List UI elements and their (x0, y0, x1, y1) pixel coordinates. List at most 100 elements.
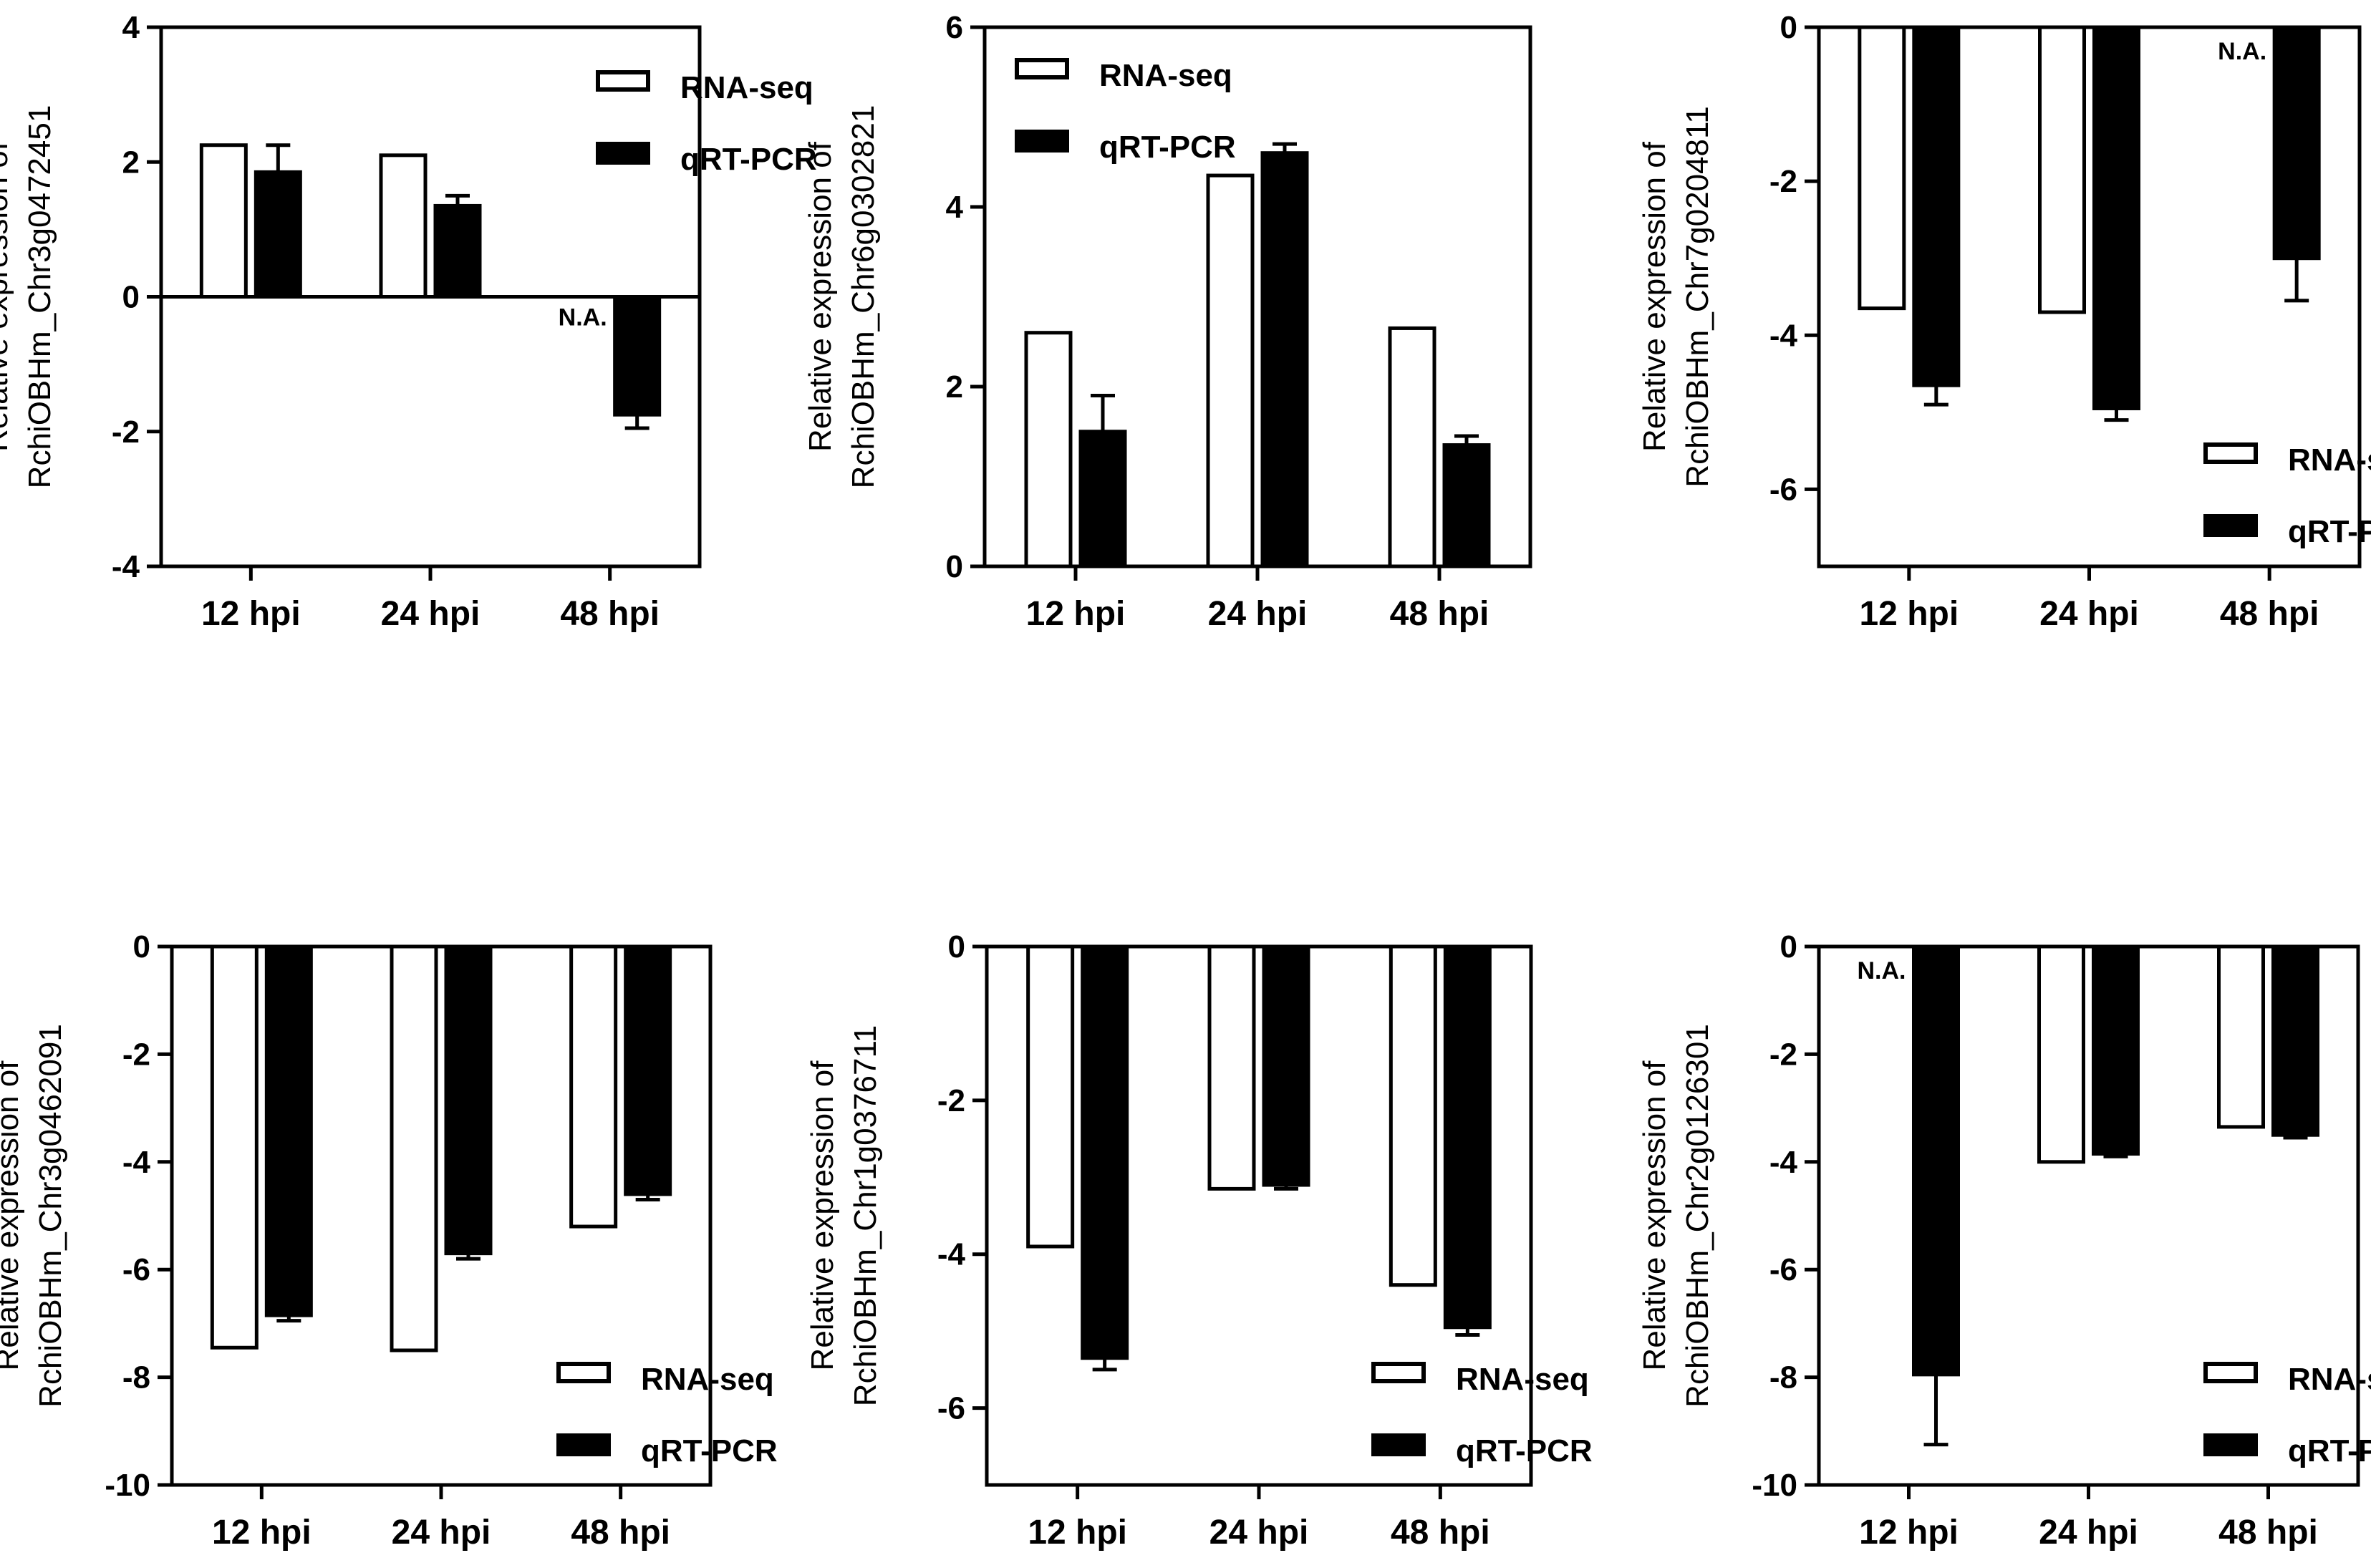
legend-swatch (556, 1433, 611, 1456)
chart-panel-6: -10 -8 -6 -4 -2 0 12 hpi 24 hpi 48 hpi N.A. RNA-se… (1637, 929, 2371, 1552)
y-axis-label: RchiOBHm_Chr7g0204811 (1680, 106, 1715, 487)
qrt-pcr-bar (613, 295, 662, 417)
rna-seq-bar (1026, 944, 1075, 1249)
y-tick-label: -2 (937, 1083, 965, 1118)
y-tick-label: -2 (1769, 164, 1797, 199)
y-axis-label: Relative expression of (803, 141, 838, 452)
y-tick-label: -2 (1769, 1037, 1797, 1072)
y-tick-label: -2 (112, 415, 140, 450)
y-tick-label: 6 (946, 10, 963, 45)
rna-seq-bar (1389, 944, 1437, 1287)
legend-swatch (1015, 58, 1069, 79)
rna-seq-bar (210, 944, 259, 1350)
y-tick-label: -10 (105, 1468, 150, 1503)
qrt-pcr-bar (433, 203, 482, 299)
x-category-label: 12 hpi (212, 1514, 312, 1552)
x-category-label: 48 hpi (1390, 595, 1489, 633)
x-category-label: 12 hpi (1859, 1514, 1959, 1552)
rna-seq-bar (1024, 331, 1073, 568)
rna-seq-bar (1207, 944, 1256, 1191)
qrt-pcr-bar (2272, 25, 2321, 261)
legend-label: qRT-PCR (1456, 1433, 1593, 1468)
y-axis-label: RchiOBHm_Chr3g0472451 (22, 105, 57, 489)
y-tick-label: -6 (122, 1252, 150, 1287)
y-tick-label: -4 (937, 1237, 966, 1272)
y-tick-label: -10 (1752, 1468, 1797, 1503)
chart-panel-2: 0 2 4 6 12 hpi 24 hpi 48 hpi RNA-seq qRT-PCR Rela… (803, 10, 1532, 633)
x-category-label: 24 hpi (392, 1514, 491, 1552)
x-category-label: 48 hpi (2220, 595, 2319, 633)
qrt-pcr-bar (1081, 944, 1129, 1360)
legend-label: qRT-PCR (641, 1433, 778, 1468)
legend-swatch (1015, 130, 1069, 153)
rna-seq-bar (569, 944, 618, 1229)
y-tick-label: -6 (1769, 472, 1797, 507)
y-tick-label: 0 (1780, 10, 1797, 45)
qrt-pcr-bar (444, 944, 493, 1256)
na-annotation: N.A. (2218, 38, 2266, 65)
y-axis-label: RchiOBHm_Chr6g0302821 (846, 105, 881, 489)
qrt-pcr-bar (1443, 944, 1492, 1330)
y-axis-label: Relative expression of (0, 1060, 25, 1371)
x-category-label: 24 hpi (2039, 1514, 2138, 1552)
x-category-label: 24 hpi (381, 595, 481, 633)
qrt-pcr-bar (264, 944, 313, 1317)
y-tick-label: -6 (937, 1391, 965, 1426)
qrt-pcr-bar (2092, 944, 2140, 1156)
legend-label: RNA-seq (2288, 1362, 2371, 1397)
y-tick-label: 0 (133, 929, 150, 964)
legend-swatch (2203, 1362, 2258, 1383)
y-tick-label: 0 (122, 280, 140, 315)
rna-seq-bar (199, 143, 248, 299)
y-axis-label: RchiOBHm_Chr2g0126301 (1680, 1024, 1715, 1408)
na-annotation: N.A. (559, 304, 607, 331)
y-axis-label: Relative expression of (0, 141, 14, 452)
rna-seq-bar (1206, 173, 1255, 568)
legend-swatch (596, 142, 650, 165)
rna-seq-bar (390, 944, 438, 1352)
legend-swatch (2203, 514, 2258, 537)
qrt-pcr-bar (2271, 944, 2319, 1137)
legend-label: RNA-seq (1456, 1362, 1589, 1397)
legend-label: RNA-seq (641, 1362, 774, 1397)
y-axis-label: RchiOBHm_Chr1g0376711 (848, 1025, 883, 1406)
y-tick-label: -6 (1769, 1252, 1797, 1287)
y-tick-label: 0 (948, 929, 965, 964)
y-axis-label: RchiOBHm_Chr3g0462091 (33, 1024, 68, 1408)
chart-panel-5: -6 -4 -2 0 12 hpi 24 hpi 48 hpi RNA-seq qRT-PCR R… (805, 929, 1593, 1552)
rna-seq-bar (2037, 944, 2085, 1164)
qrt-pcr-bar (1262, 944, 1310, 1187)
qrt-pcr-bar (2092, 25, 2140, 410)
y-axis-label: Relative expression of (1637, 1060, 1672, 1371)
x-category-label: 48 hpi (2218, 1514, 2318, 1552)
qrt-pcr-bar (1078, 430, 1127, 568)
legend-label: RNA-seq (1099, 58, 1232, 93)
legend-swatch (2203, 442, 2258, 464)
qrt-pcr-bar (1912, 944, 1960, 1377)
rna-seq-bar (379, 153, 428, 299)
x-category-label: 12 hpi (1026, 595, 1126, 633)
legend-label: qRT-PCR (680, 142, 817, 177)
y-axis-label: Relative expression of (805, 1060, 840, 1371)
y-tick-label: 0 (946, 549, 963, 584)
qrt-pcr-bar (1912, 25, 1961, 387)
x-category-label: 12 hpi (1859, 595, 1959, 633)
x-category-label: 24 hpi (1208, 595, 1308, 633)
legend-swatch (1371, 1433, 1426, 1456)
legend-swatch (596, 70, 650, 92)
y-tick-label: -4 (1769, 1145, 1798, 1180)
y-tick-label: -8 (122, 1360, 150, 1395)
x-category-label: 48 hpi (1391, 1514, 1490, 1552)
rna-seq-bar (2217, 944, 2265, 1129)
y-tick-label: -8 (1769, 1360, 1797, 1395)
x-category-label: 48 hpi (560, 595, 660, 633)
qrt-pcr-bar (253, 170, 302, 299)
legend-label: qRT-PCR (2288, 1433, 2371, 1468)
legend-swatch (2203, 1433, 2258, 1456)
rna-seq-bar (1858, 25, 1906, 311)
y-tick-label: 0 (1780, 929, 1797, 964)
legend-swatch (556, 1362, 611, 1383)
x-category-label: 12 hpi (201, 595, 301, 633)
y-tick-label: 4 (122, 10, 140, 45)
